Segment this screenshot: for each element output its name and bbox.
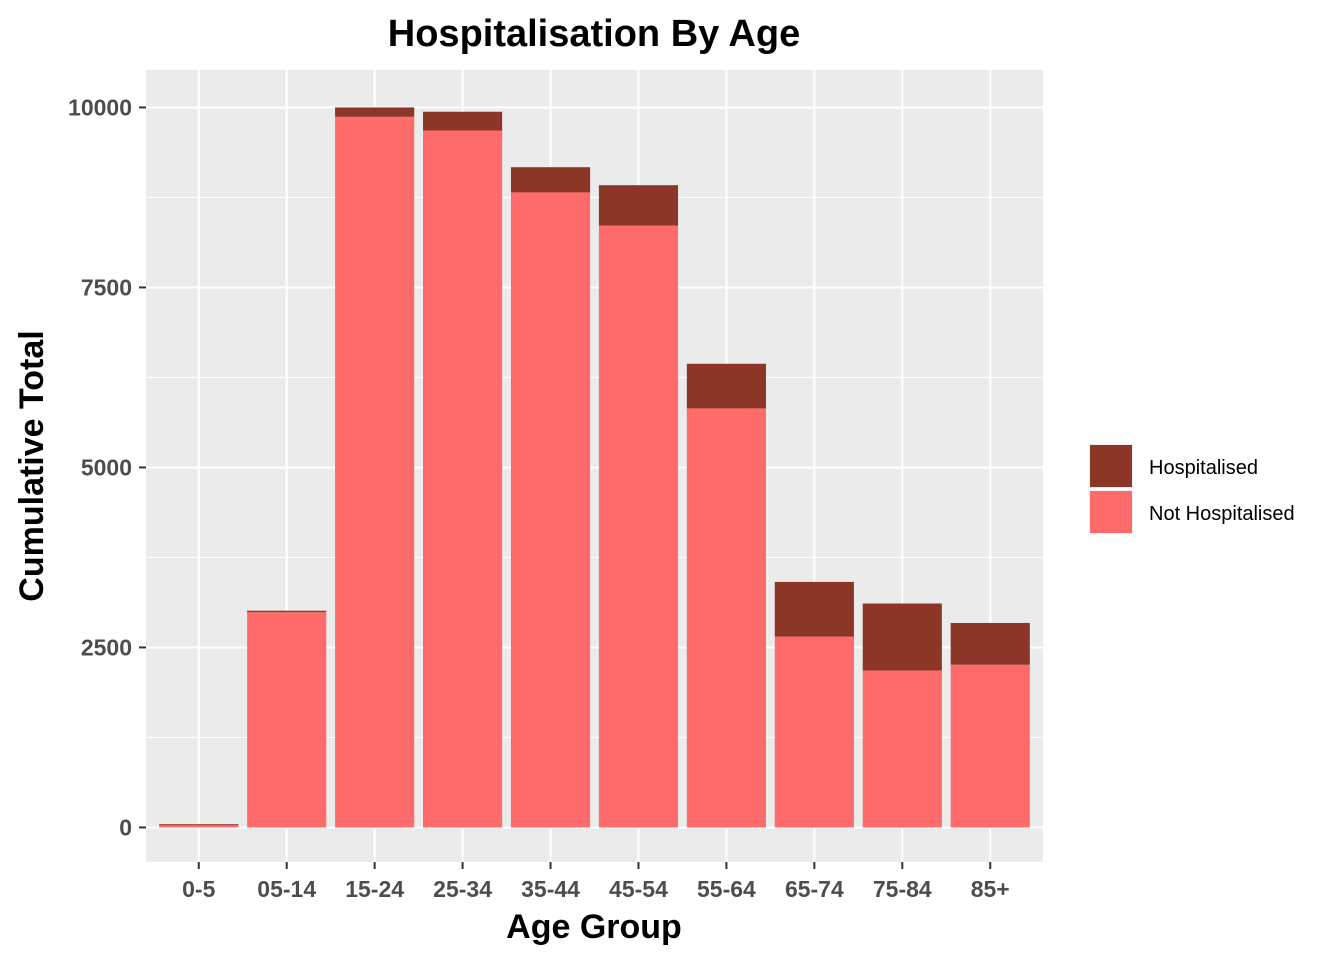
bar-not-hospitalised <box>862 670 942 828</box>
bars <box>159 107 1030 828</box>
bar-hospitalised <box>950 622 1030 665</box>
bar-not-hospitalised <box>335 116 415 828</box>
bar-not-hospitalised <box>950 664 1030 828</box>
bar-not-hospitalised <box>774 636 854 828</box>
y-tick-label: 0 <box>119 814 132 840</box>
bar-hospitalised <box>598 185 679 226</box>
legend-swatch-hospitalised <box>1090 445 1132 487</box>
y-axis: 0 2500 5000 7500 10000 <box>68 94 146 840</box>
y-tick-label: 5000 <box>81 454 132 480</box>
x-tick-label: 75-84 <box>873 876 932 902</box>
x-tick-label: 05-14 <box>257 876 316 902</box>
x-tick-label: 0-5 <box>182 876 215 902</box>
legend-label-not-hospitalised: Not Hospitalised <box>1149 503 1295 525</box>
x-tick-label: 35-44 <box>521 876 580 902</box>
bar-not-hospitalised <box>247 612 327 828</box>
x-axis-title: Age Group <box>506 908 682 946</box>
y-tick-label: 10000 <box>68 94 132 120</box>
bar-hospitalised <box>247 610 327 613</box>
bar-not-hospitalised <box>159 825 239 828</box>
legend: Hospitalised Not Hospitalised <box>1089 444 1295 534</box>
x-tick-label: 65-74 <box>785 876 844 902</box>
y-tick-label: 2500 <box>81 634 132 660</box>
bar-not-hospitalised <box>686 408 766 828</box>
x-tick-label: 85+ <box>971 876 1010 902</box>
y-tick-label: 7500 <box>81 274 132 300</box>
bar-hospitalised <box>774 581 854 637</box>
x-tick-label: 25-34 <box>433 876 492 902</box>
x-axis: 0-5 05-14 15-24 25-34 35-44 45-54 55-64 65-74 75… <box>182 862 1010 902</box>
legend-swatch-not-hospitalised <box>1090 491 1132 533</box>
bar-hospitalised <box>159 824 239 826</box>
legend-label-hospitalised: Hospitalised <box>1149 457 1258 479</box>
bar-hospitalised <box>686 363 766 409</box>
bar-hospitalised <box>862 603 942 671</box>
bar-not-hospitalised <box>598 225 679 828</box>
bar-hospitalised <box>423 111 503 131</box>
x-tick-label: 15-24 <box>345 876 404 902</box>
chart-title: Hospitalisation By Age <box>388 13 800 55</box>
y-axis-title: Cumulative Total <box>13 330 51 601</box>
bar-hospitalised <box>510 167 591 193</box>
x-tick-label: 55-64 <box>697 876 756 902</box>
bar-hospitalised <box>335 107 415 117</box>
bar-not-hospitalised <box>423 130 503 828</box>
bar-not-hospitalised <box>510 192 591 828</box>
x-tick-label: 45-54 <box>609 876 668 902</box>
